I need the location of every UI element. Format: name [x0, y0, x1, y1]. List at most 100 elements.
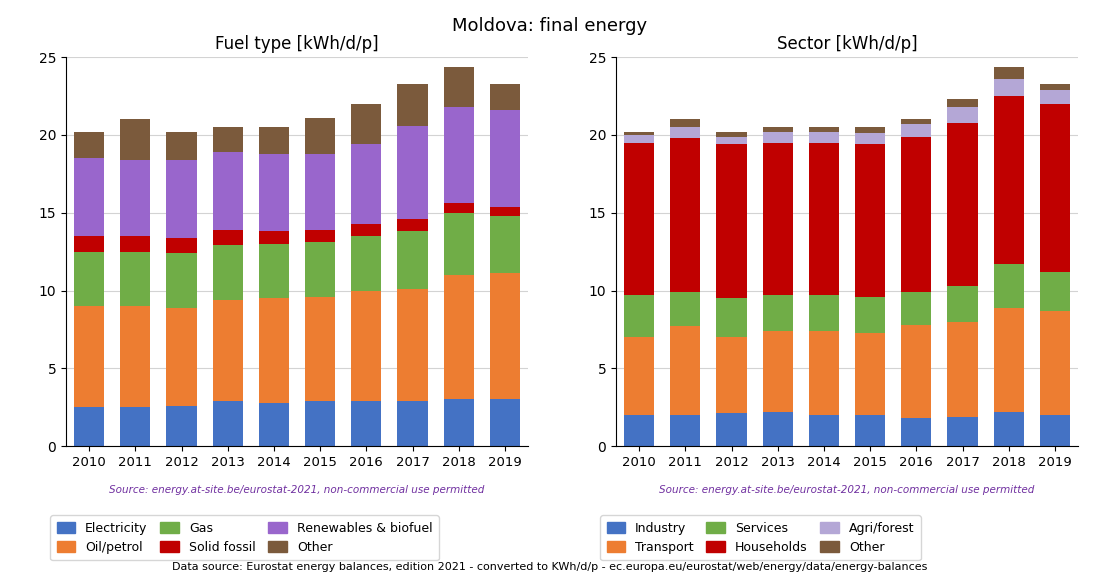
Text: Moldova: final energy: Moldova: final energy [452, 17, 648, 35]
Bar [855, 133, 886, 144]
Bar [258, 232, 289, 244]
Bar [166, 406, 197, 446]
Bar [901, 120, 932, 124]
Bar [166, 308, 197, 406]
Bar [120, 236, 151, 252]
Bar [120, 160, 151, 236]
Bar [166, 238, 197, 253]
Bar [258, 403, 289, 446]
Bar [166, 160, 197, 238]
Bar [624, 132, 654, 135]
Bar [351, 104, 382, 144]
Bar [855, 144, 886, 297]
Bar [624, 295, 654, 337]
Bar [397, 219, 428, 232]
Bar [166, 253, 197, 308]
Text: Source: energy.at-site.be/eurostat-2021, non-commercial use permitted: Source: energy.at-site.be/eurostat-2021,… [659, 485, 1035, 495]
Bar [212, 127, 243, 152]
Bar [490, 110, 520, 206]
Bar [1040, 272, 1070, 311]
Bar [490, 273, 520, 399]
Bar [670, 127, 701, 138]
Bar [993, 79, 1024, 96]
Bar [762, 331, 793, 412]
Bar [490, 399, 520, 446]
Bar [305, 401, 336, 446]
Bar [490, 84, 520, 110]
Text: Data source: Eurostat energy balances, edition 2021 - converted to KWh/d/p - ec.: Data source: Eurostat energy balances, e… [173, 562, 927, 572]
Bar [351, 291, 382, 401]
Bar [993, 66, 1024, 79]
Bar [808, 295, 839, 331]
Bar [74, 158, 104, 236]
Bar [808, 415, 839, 446]
Bar [855, 415, 886, 446]
Bar [716, 137, 747, 144]
Bar [443, 213, 474, 275]
Bar [855, 127, 886, 133]
Bar [212, 401, 243, 446]
Bar [901, 292, 932, 325]
Bar [120, 407, 151, 446]
Bar [74, 407, 104, 446]
Bar [855, 332, 886, 415]
Bar [397, 401, 428, 446]
Bar [993, 412, 1024, 446]
Bar [993, 308, 1024, 412]
Bar [397, 289, 428, 401]
Bar [624, 337, 654, 415]
Bar [1040, 84, 1070, 90]
Bar [670, 292, 701, 327]
Bar [74, 306, 104, 407]
Bar [808, 331, 839, 415]
Bar [762, 295, 793, 331]
Bar [947, 286, 978, 321]
Bar [1040, 311, 1070, 415]
Bar [305, 230, 336, 243]
Bar [762, 132, 793, 143]
Bar [670, 327, 701, 415]
Bar [74, 132, 104, 158]
Bar [258, 154, 289, 232]
Bar [258, 244, 289, 299]
Bar [305, 118, 336, 154]
Bar [74, 236, 104, 252]
Title: Fuel type [kWh/d/p]: Fuel type [kWh/d/p] [216, 35, 378, 53]
Bar [1040, 104, 1070, 272]
Bar [212, 230, 243, 245]
Bar [947, 321, 978, 416]
Bar [624, 135, 654, 143]
Bar [120, 252, 151, 306]
Bar [212, 245, 243, 300]
Bar [120, 120, 151, 160]
Bar [993, 96, 1024, 264]
Bar [443, 399, 474, 446]
Bar [1040, 415, 1070, 446]
Bar [947, 416, 978, 446]
Text: Source: energy.at-site.be/eurostat-2021, non-commercial use permitted: Source: energy.at-site.be/eurostat-2021,… [109, 485, 485, 495]
Bar [762, 127, 793, 132]
Bar [855, 297, 886, 332]
Bar [716, 144, 747, 299]
Bar [947, 122, 978, 286]
Bar [716, 299, 747, 337]
Bar [397, 232, 428, 289]
Legend: Electricity, Oil/petrol, Gas, Solid fossil, Renewables & biofuel, Other: Electricity, Oil/petrol, Gas, Solid foss… [51, 515, 439, 560]
Title: Sector [kWh/d/p]: Sector [kWh/d/p] [777, 35, 917, 53]
Bar [762, 143, 793, 295]
Bar [490, 206, 520, 216]
Bar [305, 297, 336, 401]
Bar [624, 143, 654, 295]
Bar [305, 243, 336, 297]
Bar [166, 132, 197, 160]
Bar [947, 107, 978, 122]
Bar [258, 299, 289, 403]
Bar [901, 418, 932, 446]
Bar [670, 138, 701, 292]
Bar [212, 152, 243, 230]
Bar [74, 252, 104, 306]
Bar [901, 137, 932, 292]
Bar [716, 337, 747, 414]
Bar [351, 236, 382, 291]
Bar [397, 84, 428, 126]
